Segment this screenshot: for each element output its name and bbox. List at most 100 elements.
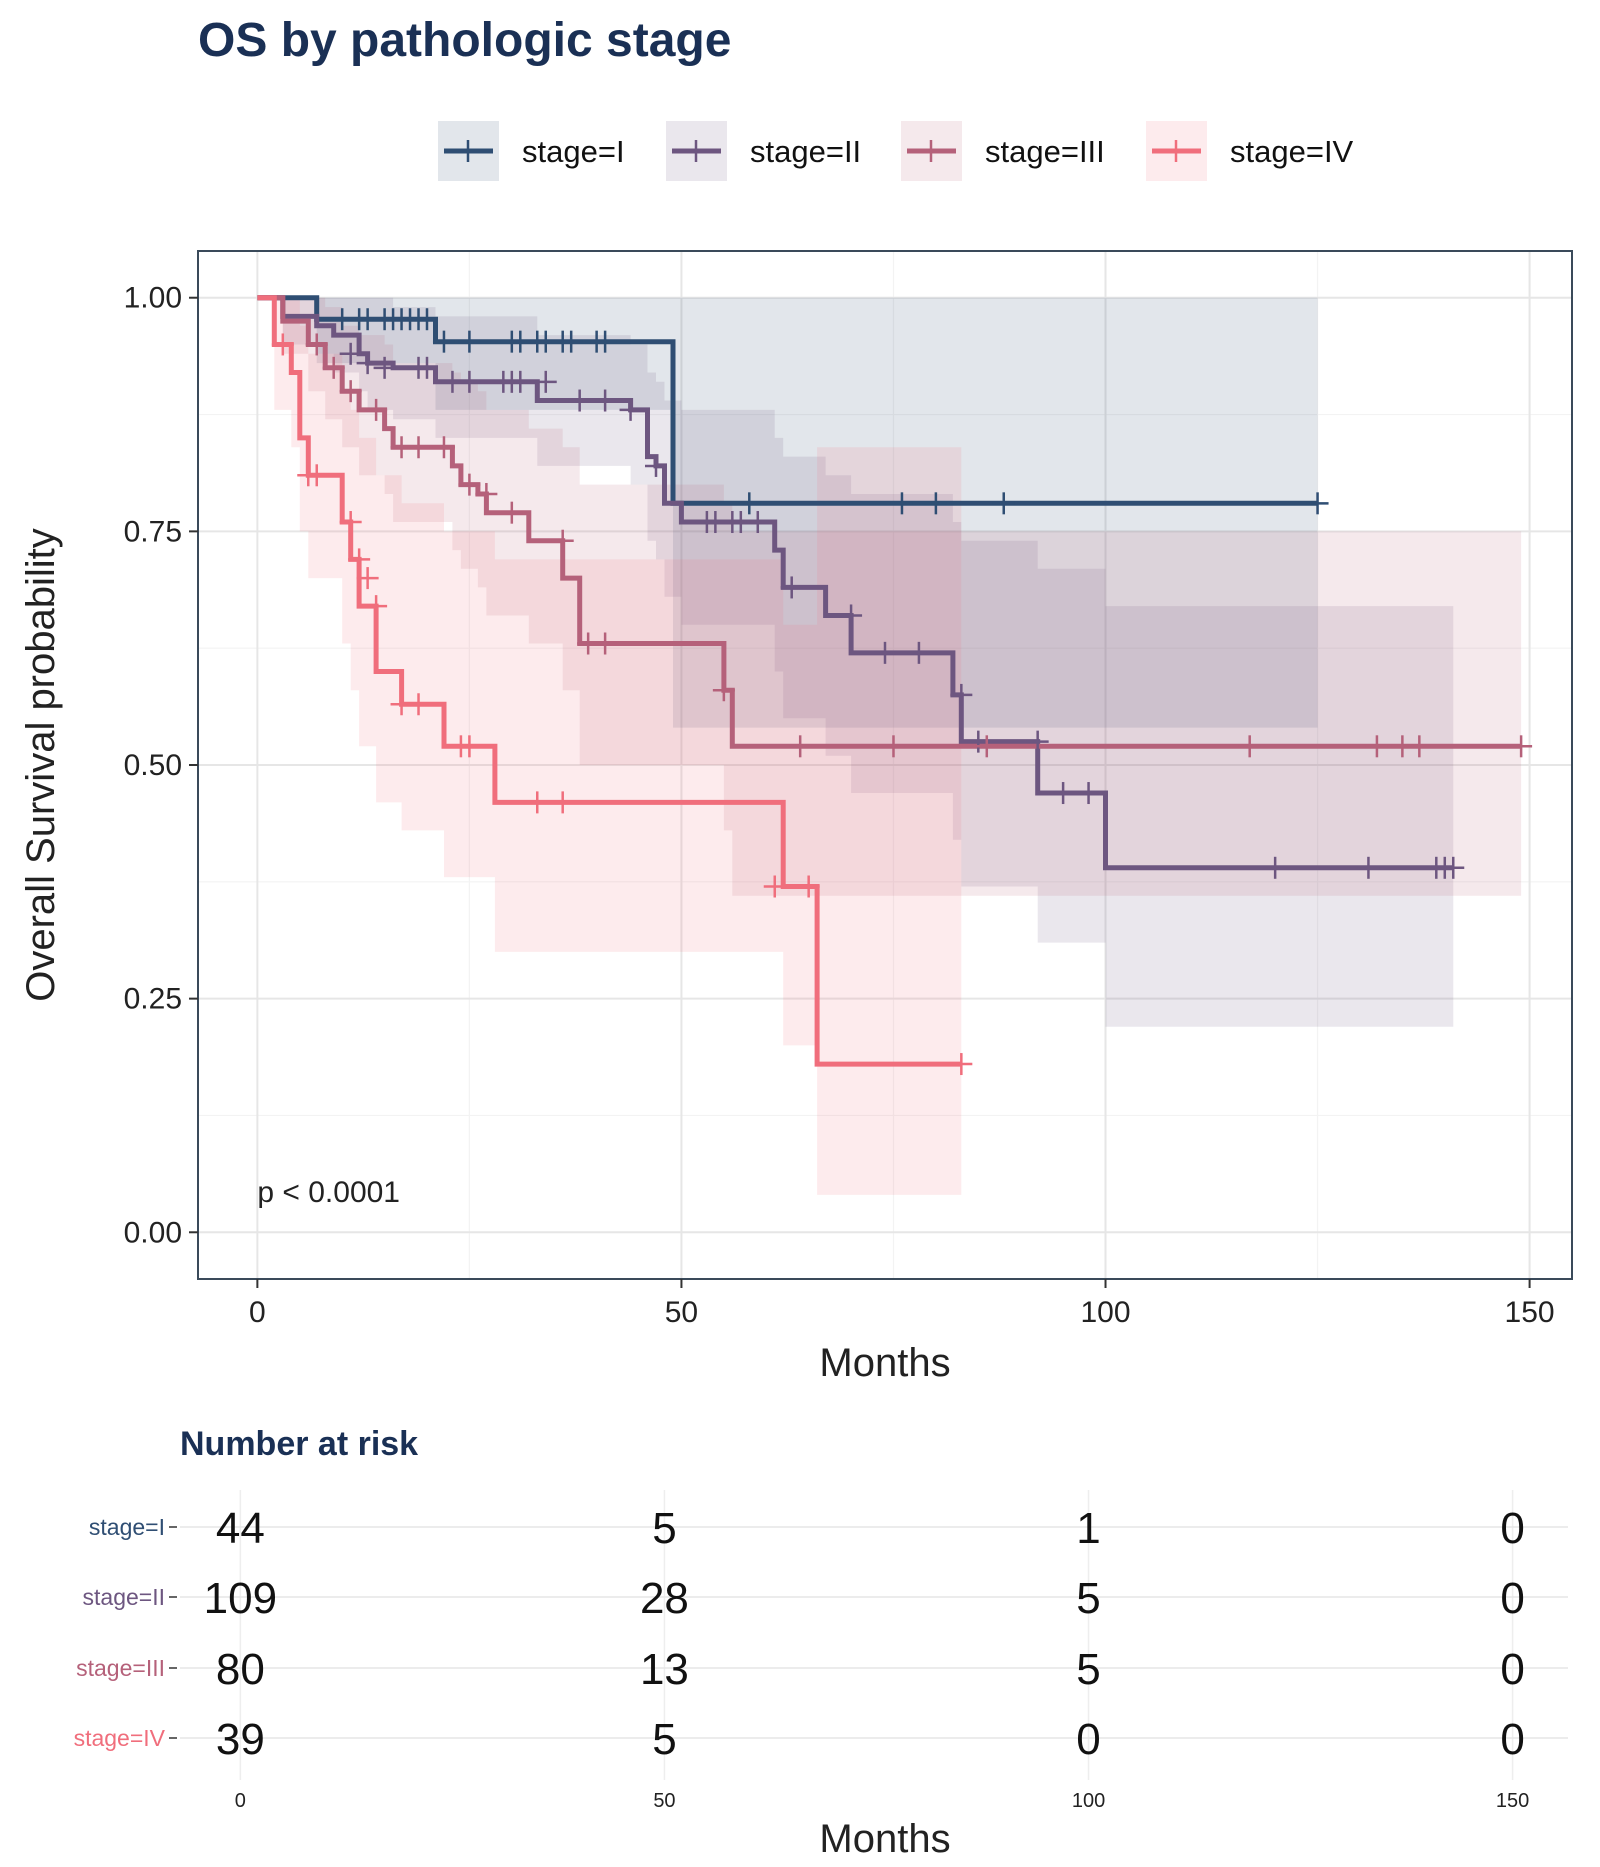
- risk-count: 13: [640, 1645, 689, 1694]
- risk-count: 28: [640, 1574, 689, 1623]
- risk-row-label: stage=IV: [74, 1725, 166, 1751]
- risk-count: 0: [1500, 1504, 1524, 1553]
- censor-mark: [1238, 735, 1261, 758]
- censor-mark: [1026, 730, 1049, 753]
- censor-mark: [305, 464, 328, 487]
- censor-mark: [551, 791, 574, 814]
- x-tick-label: 100: [1080, 1296, 1130, 1329]
- censor-mark: [1264, 856, 1287, 879]
- censor-mark: [271, 333, 294, 356]
- confidence-bands: [257, 297, 1522, 1195]
- censor-mark: [500, 501, 523, 524]
- ci-band-stage-iv: [257, 297, 962, 1195]
- censor-mark: [356, 567, 379, 590]
- x-tick-label: 50: [665, 1296, 698, 1329]
- legend-label: stage=I: [522, 134, 625, 169]
- x-axis-title: Months: [819, 1341, 950, 1385]
- censor-mark: [992, 492, 1015, 515]
- censor-mark: [373, 356, 396, 379]
- censor-mark: [874, 641, 896, 664]
- risk-count: 5: [1076, 1645, 1100, 1694]
- censor-mark: [1077, 782, 1100, 805]
- risk-count: 0: [1500, 1715, 1524, 1764]
- survival-curve-stage-iv: [257, 295, 962, 1067]
- censor-mark: [950, 683, 973, 706]
- censor-mark: [645, 454, 667, 477]
- censor-mark: [1442, 856, 1465, 879]
- censor-mark: [1052, 782, 1075, 805]
- legend-item-stage-i: stage=I: [438, 121, 625, 181]
- risk-row-label: stage=III: [76, 1655, 165, 1681]
- censor-mark: [568, 389, 591, 412]
- risk-count: 5: [652, 1715, 676, 1764]
- risk-x-tick-label: 100: [1072, 1790, 1105, 1812]
- censor-mark: [551, 529, 574, 552]
- legend-label: stage=II: [750, 134, 861, 169]
- censor-mark: [950, 1053, 973, 1076]
- censor-mark: [738, 492, 761, 515]
- x-tick-label: 0: [249, 1296, 266, 1329]
- censor-mark: [763, 875, 786, 898]
- legend-item-stage-ii: stage=II: [666, 121, 861, 181]
- risk-count: 1: [1076, 1504, 1100, 1553]
- censor-mark: [407, 693, 430, 716]
- ci-band-stage-ii: [257, 297, 1454, 1027]
- y-tick-label: 0.00: [124, 1216, 182, 1249]
- p-value-annotation: p < 0.0001: [257, 1176, 400, 1209]
- censor-mark: [1510, 735, 1533, 758]
- censor-mark: [339, 380, 362, 403]
- risk-x-tick-label: 50: [653, 1790, 675, 1812]
- censor-mark: [594, 330, 617, 353]
- legend-label: stage=IV: [1230, 134, 1354, 169]
- censor-mark: [594, 389, 617, 412]
- risk-count: 0: [1500, 1574, 1524, 1623]
- grid: [198, 251, 1572, 1279]
- ci-band-stage-i: [257, 297, 1318, 728]
- plot-panel: 0 50 100 150 0.00 0.25 0.50 0.75 1.00: [124, 250, 1573, 1329]
- risk-count: 5: [1076, 1574, 1100, 1623]
- censor-mark: [432, 436, 455, 459]
- censor-mark: [458, 370, 481, 393]
- censor-mark: [746, 511, 769, 534]
- censor-mark: [416, 308, 438, 331]
- censor-mark: [780, 576, 803, 599]
- y-tick-label: 0.75: [124, 515, 182, 548]
- censor-mark: [458, 473, 481, 496]
- axes: 0 50 100 150 0.00 0.25 0.50 0.75 1.00: [124, 282, 1555, 1329]
- legend: stage=I stage=II stage=III stage=IV: [438, 121, 1354, 181]
- censor-mark: [458, 735, 481, 758]
- risk-count: 80: [216, 1645, 265, 1694]
- censor-mark: [712, 679, 735, 702]
- y-tick-label: 1.00: [124, 282, 182, 315]
- risk-x-tick-label: 150: [1496, 1790, 1529, 1812]
- y-axis-title: Overall Survival probability: [19, 528, 63, 1002]
- risk-row-label: stage=I: [89, 1514, 165, 1540]
- censor-mark: [840, 604, 863, 627]
- risk-count: 0: [1076, 1715, 1100, 1764]
- censor-mark: [509, 370, 532, 393]
- censor-mark: [526, 791, 549, 814]
- censor-mark: [882, 735, 905, 758]
- risk-x-tick-label: 0: [235, 1790, 246, 1812]
- censor-mark: [534, 370, 557, 393]
- censor-mark: [458, 330, 481, 353]
- censor-mark: [560, 330, 583, 353]
- risk-count: 0: [1500, 1645, 1524, 1694]
- censor-mark: [1408, 735, 1431, 758]
- legend-label: stage=III: [985, 134, 1105, 169]
- censor-mark: [789, 735, 812, 758]
- survival-lines: [257, 295, 1522, 1067]
- risk-count: 44: [216, 1504, 265, 1553]
- censor-mark: [407, 436, 430, 459]
- censor-mark: [594, 632, 617, 655]
- risk-table-title: Number at risk: [180, 1425, 418, 1463]
- risk-row-label: stage=II: [83, 1584, 165, 1610]
- censor-mark: [365, 398, 388, 421]
- risk-x-axis-title: Months: [819, 1817, 950, 1861]
- risk-count: 5: [652, 1504, 676, 1553]
- censor-mark: [416, 356, 438, 379]
- legend-item-stage-iv: stage=IV: [1146, 121, 1354, 181]
- censor-mark: [475, 482, 498, 505]
